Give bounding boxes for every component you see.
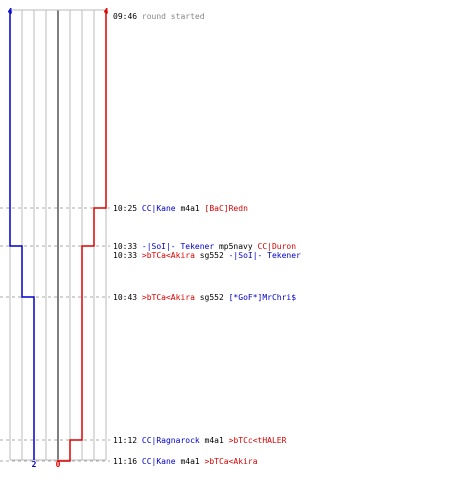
- event-victim: >bTCa<Akira: [200, 457, 258, 466]
- event-killer: CC|Kane: [137, 457, 176, 466]
- event-weapon: m4a1: [176, 457, 200, 466]
- grid-layer: [9, 9, 107, 461]
- event-time: 10:43: [113, 293, 137, 302]
- event-victim: [BaC]Redn: [200, 204, 248, 213]
- event-weapon: sg552: [195, 251, 224, 260]
- event-killer: >bTCa<Akira: [137, 293, 195, 302]
- red-start-score-label: 4: [104, 7, 109, 16]
- event-row-5: 11:12 CC|Ragnarock m4a1 >bTCc<tHALER: [113, 436, 287, 445]
- event-time: 10:33: [113, 251, 137, 260]
- blue-team-score-line: [9, 10, 35, 460]
- event-victim: [*GoF*]MrChri$: [224, 293, 296, 302]
- event-victim: -|SoI|- Tekener: [224, 251, 301, 260]
- event-row-2: 10:33 -|SoI|- Tekener mp5navy CC|Duron: [113, 242, 296, 251]
- event-time: 09:46: [113, 12, 137, 21]
- event-labels: 09:46 round started 10:25 CC|Kane m4a1 [B…: [113, 12, 301, 466]
- event-killer: -|SoI|- Tekener: [137, 242, 214, 251]
- event-killer: round started: [137, 12, 205, 21]
- event-victim: >bTCc<tHALER: [224, 436, 287, 445]
- event-row-0: 09:46 round started: [113, 12, 205, 21]
- event-killer: CC|Kane: [137, 204, 176, 213]
- red-team-score-line: [57, 10, 107, 462]
- event-weapon: sg552: [195, 293, 224, 302]
- event-row-1: 10:25 CC|Kane m4a1 [BaC]Redn: [113, 204, 248, 213]
- event-time: 11:16: [113, 457, 137, 466]
- event-victim: CC|Duron: [253, 242, 297, 251]
- event-row-4: 10:43 >bTCa<Akira sg552 [*GoF*]MrChri$: [113, 293, 296, 302]
- event-killer: CC|Ragnarock: [137, 436, 200, 445]
- blue-end-score-label: 2: [32, 460, 37, 469]
- event-killer: >bTCa<Akira: [137, 251, 195, 260]
- event-weapon: m4a1: [176, 204, 200, 213]
- red-end-score-label: 0: [56, 460, 61, 469]
- event-time: 11:12: [113, 436, 137, 445]
- event-time: 10:25: [113, 204, 137, 213]
- event-time: 10:33: [113, 242, 137, 251]
- blue-start-score-label: 4: [8, 7, 13, 16]
- event-row-6: 11:16 CC|Kane m4a1 >bTCa<Akira: [113, 457, 258, 466]
- event-weapon: m4a1: [200, 436, 224, 445]
- event-row-3: 10:33 >bTCa<Akira sg552 -|SoI|- Tekener: [113, 251, 301, 260]
- event-weapon: mp5navy: [214, 242, 253, 251]
- score-lines: [9, 10, 107, 462]
